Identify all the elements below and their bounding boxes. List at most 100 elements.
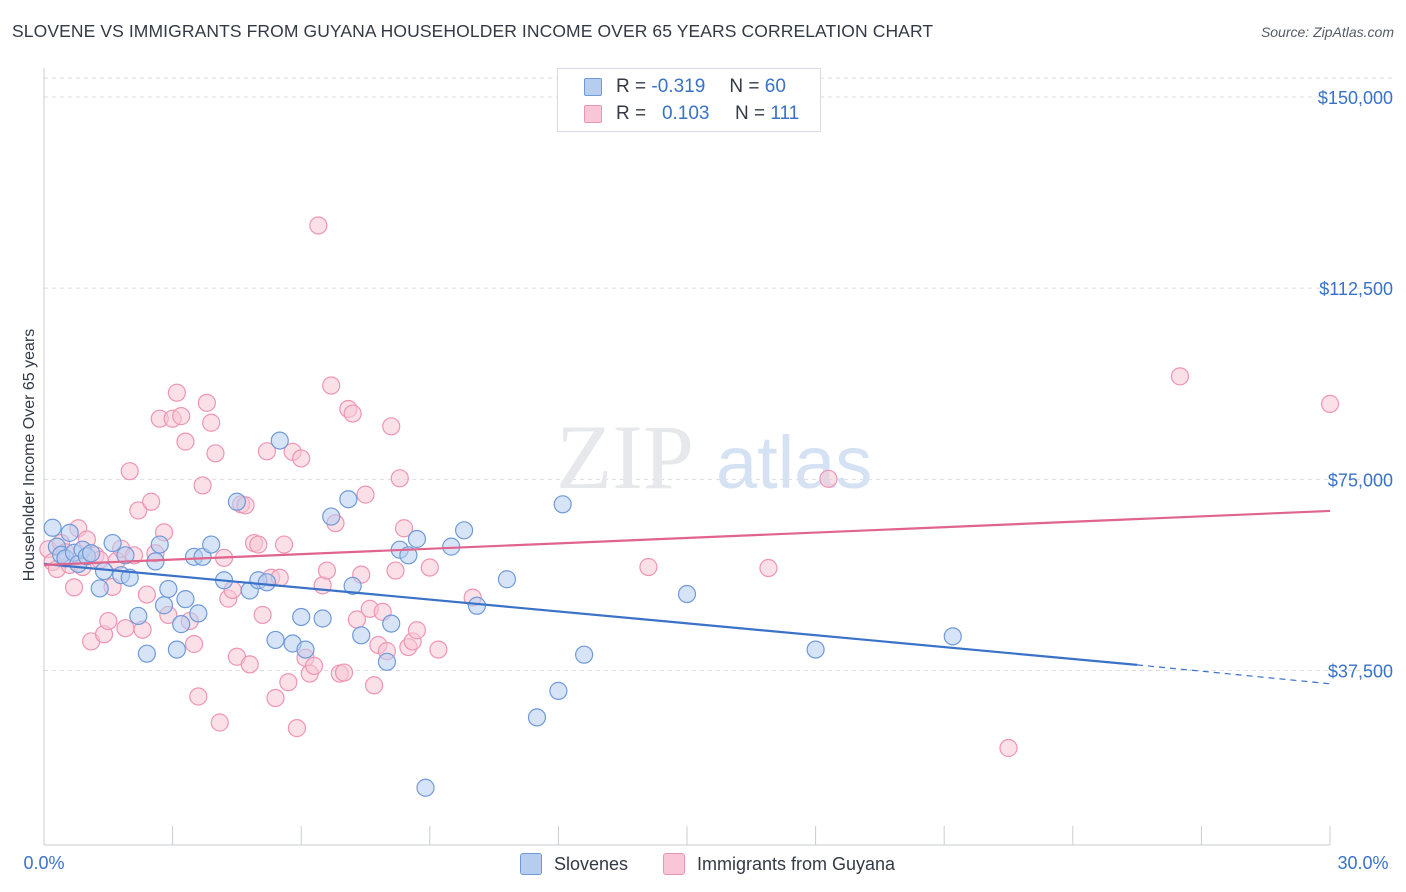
legend-row-slovenes: R = -0.319 N = 60 — [584, 75, 786, 99]
slovene-point — [227, 492, 246, 511]
guyana-point — [304, 656, 324, 676]
legend-r-value: 0.103 — [661, 103, 710, 124]
slovene-point — [407, 529, 427, 549]
legend-n-label: N = — [729, 76, 760, 97]
guyana-trend-line — [43, 509, 1331, 567]
guyana-point — [322, 376, 341, 395]
slovene-point — [296, 640, 315, 659]
slovene-point — [322, 507, 341, 526]
slovene-point — [172, 615, 191, 634]
slovene-point — [399, 546, 418, 565]
guyana-point — [274, 535, 294, 554]
slovene-point — [677, 584, 697, 604]
slovene-point — [382, 614, 401, 633]
slovenes-trend-extension — [1137, 664, 1331, 685]
guyana-point — [386, 561, 405, 580]
guyana-point — [429, 640, 448, 659]
guyana-point — [99, 611, 118, 631]
guyana-point — [279, 673, 298, 692]
slovene-point — [352, 626, 371, 645]
guyana-point — [167, 383, 186, 402]
guyana-point — [317, 561, 337, 580]
slovene-point — [343, 576, 362, 595]
guyana-point — [64, 578, 84, 597]
guyana-point — [249, 535, 268, 554]
slovene-point — [90, 579, 109, 598]
watermark-zip: ZIP — [556, 406, 694, 508]
guyana-point — [382, 417, 401, 436]
slovene-point — [806, 640, 825, 659]
slovenes-trend-line — [43, 562, 1138, 666]
guyana-point — [364, 676, 384, 695]
guyana-point — [356, 485, 375, 504]
guyana-point — [120, 462, 139, 481]
chart-title: SLOVENE VS IMMIGRANTS FROM GUYANA HOUSEH… — [12, 21, 934, 41]
legend-n-value: 60 — [764, 76, 786, 97]
slovene-point — [189, 604, 208, 623]
trend-lines — [43, 509, 1331, 685]
slovene-point — [154, 596, 174, 615]
slovene-point — [150, 535, 169, 554]
y-tick-label: $112,500 — [1319, 279, 1393, 299]
guyana-point — [172, 407, 191, 426]
slovene-point — [159, 579, 178, 599]
legend-n-label: N = — [734, 103, 766, 124]
watermark-atlas: atlas — [716, 421, 872, 504]
slovene-point — [313, 609, 332, 628]
guyana-point — [189, 687, 208, 706]
guyana-point — [129, 501, 148, 520]
slovene-point — [270, 431, 289, 450]
correlation-legend: R = -0.319 N = 60 R = 0.103 N = 111 — [557, 68, 821, 132]
guyana-point — [309, 216, 328, 235]
slovene-point — [454, 521, 474, 540]
slovene-point — [43, 518, 62, 537]
guyana-point — [1320, 394, 1340, 413]
slovene-point — [377, 652, 397, 671]
guyana-point — [184, 634, 204, 654]
y-tick-label: $37,500 — [1328, 662, 1393, 682]
series-slovenes-points — [43, 431, 962, 797]
legend-r-label: R = — [616, 76, 647, 97]
guyana-point — [176, 432, 195, 451]
guyana-point — [407, 621, 427, 640]
axes — [43, 68, 1331, 846]
guyana-point — [137, 585, 156, 604]
guyana-point — [197, 393, 216, 412]
slovene-point — [292, 607, 311, 627]
x-tick-label-start: 0.0% — [23, 853, 64, 873]
bottom-legend-label-slovenes: Slovenes — [554, 853, 629, 874]
slovene-point — [553, 495, 572, 514]
guyana-point — [343, 404, 362, 423]
bottom-legend-swatch-pink — [663, 853, 685, 875]
slovene-point — [60, 523, 79, 542]
guyana-point — [420, 558, 439, 577]
slovene-point — [497, 570, 517, 589]
slovene-point — [527, 708, 547, 727]
slovene-point — [116, 546, 135, 565]
guyana-point — [257, 442, 277, 461]
y-tick-label: $75,000 — [1328, 470, 1393, 490]
legend-r-value: -0.319 — [651, 76, 706, 97]
slovene-point — [549, 681, 568, 700]
guyana-point — [193, 476, 212, 495]
y-axis-title: Householder Income Over 65 years — [21, 328, 38, 582]
slovene-point — [137, 644, 156, 663]
slovene-point — [339, 490, 358, 509]
guyana-point — [116, 619, 135, 638]
slovene-point — [129, 606, 148, 626]
slovene-point — [103, 533, 122, 553]
slovene-point — [82, 544, 101, 563]
slovene-point — [202, 535, 221, 554]
slovene-point — [943, 627, 962, 646]
guyana-point — [266, 688, 285, 708]
guyana-point — [639, 557, 658, 577]
guyana-point — [206, 444, 225, 463]
guyana-point — [759, 558, 778, 578]
watermark: ZIP atlas — [556, 406, 872, 508]
guyana-point — [287, 719, 307, 738]
guyana-point — [210, 713, 229, 732]
bottom-legend-swatch-blue — [520, 853, 542, 875]
guyana-point — [394, 519, 414, 538]
guyana-point — [819, 469, 838, 488]
